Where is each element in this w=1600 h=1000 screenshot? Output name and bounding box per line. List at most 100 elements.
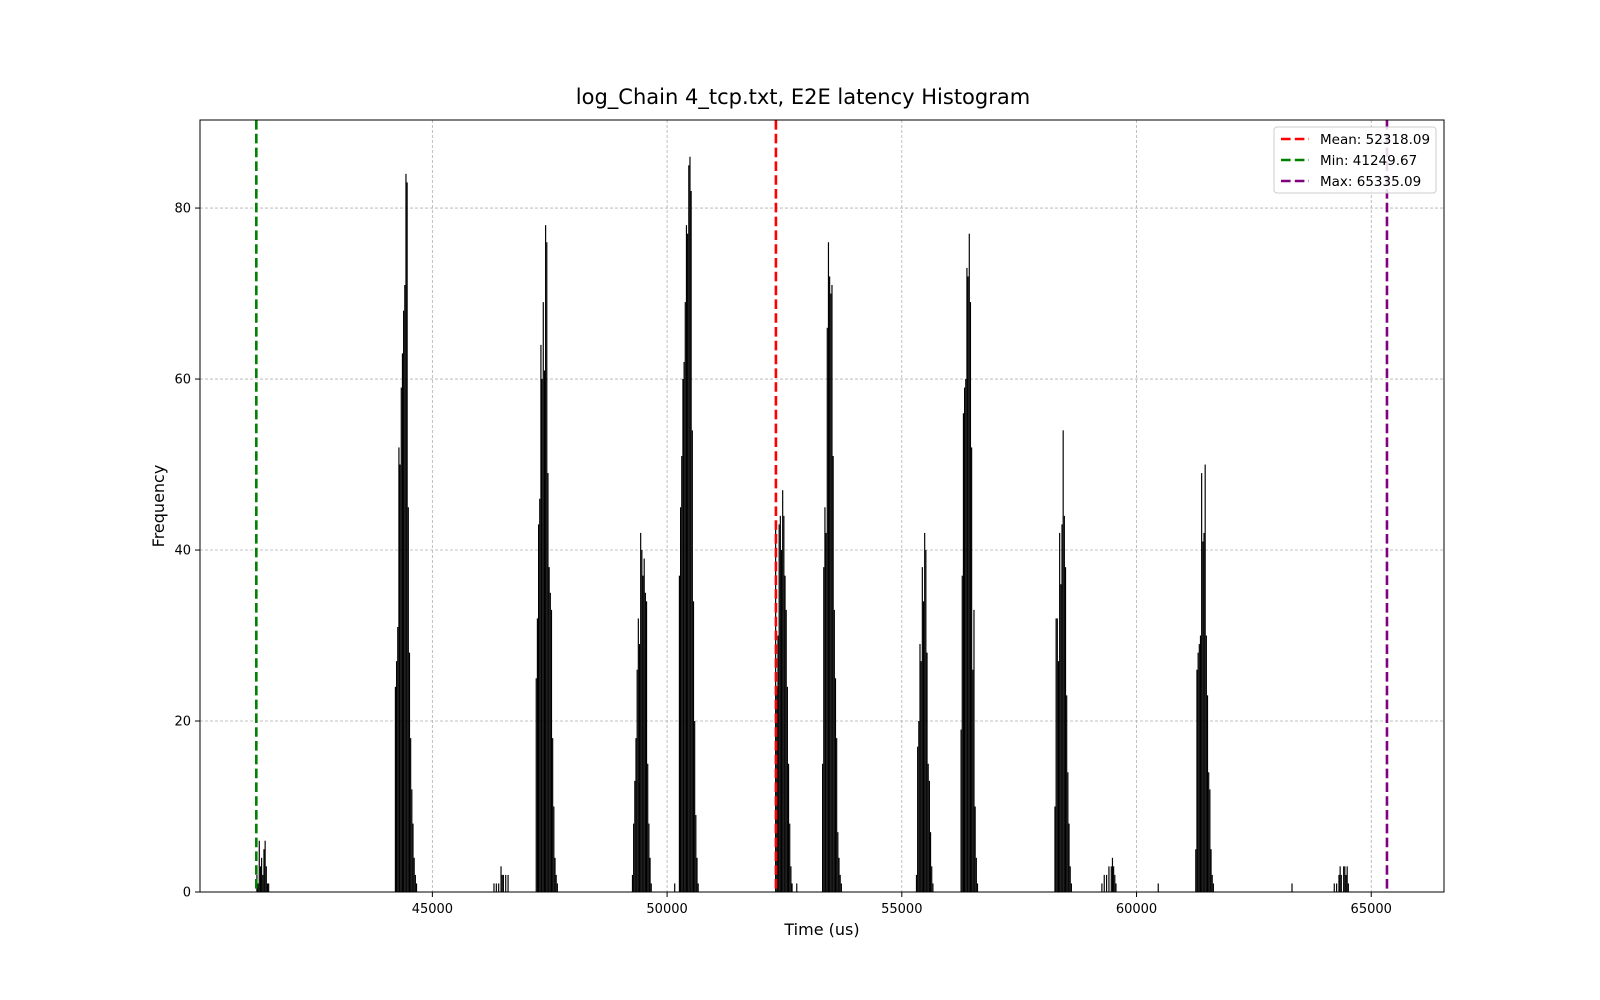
y-axis-label: Frequency	[149, 465, 168, 548]
histogram-bar	[633, 823, 635, 892]
histogram-bar	[405, 173, 407, 892]
reference-lines	[255, 120, 1389, 892]
plot-area	[199, 119, 1445, 893]
histogram-bar	[929, 832, 932, 892]
histogram-bar	[678, 575, 680, 892]
histogram-bar	[394, 686, 396, 892]
histogram-bar	[968, 233, 970, 892]
histogram-bar	[636, 669, 638, 892]
histogram-bar	[787, 763, 790, 892]
histogram-bar	[265, 866, 267, 892]
histogram-bar	[1343, 866, 1345, 892]
histogram-bar	[924, 532, 926, 892]
histogram-bar	[1345, 874, 1347, 892]
histogram-bar	[647, 763, 649, 892]
histogram-bar	[643, 558, 645, 892]
histogram-bar	[536, 618, 538, 892]
histogram-bar	[689, 156, 691, 892]
histogram-bar	[1063, 515, 1065, 892]
histogram-bar	[780, 550, 783, 892]
histogram-bar	[1212, 883, 1214, 892]
histogram-bar	[505, 874, 507, 892]
histogram-bar	[684, 302, 686, 892]
histogram-bar	[1336, 883, 1338, 892]
histogram-bar	[261, 857, 263, 892]
histogram-bar	[1067, 772, 1069, 892]
histogram-bar	[395, 661, 398, 892]
histogram-bar	[642, 575, 644, 892]
histogram-bar	[832, 455, 834, 892]
histogram-bar	[412, 823, 414, 892]
histogram-bar	[1344, 866, 1346, 892]
histogram-bar	[634, 780, 636, 892]
histogram-bar	[403, 310, 405, 893]
histogram-bar	[545, 225, 547, 893]
histogram-bar	[976, 883, 979, 892]
histogram-bar	[1202, 541, 1204, 892]
histogram-bar	[264, 840, 266, 892]
histogram-bar	[837, 832, 839, 892]
histogram-bar	[969, 302, 972, 892]
histogram-bar	[541, 379, 543, 892]
histogram-bar	[537, 524, 540, 892]
histogram-bar	[1055, 618, 1057, 892]
histogram-bar	[1339, 866, 1341, 892]
histogram-bar	[1195, 849, 1197, 892]
histogram-bar	[791, 883, 793, 892]
histogram-bar	[691, 430, 693, 892]
histogram-bar	[411, 789, 413, 892]
histogram-bar	[967, 276, 969, 893]
histogram-bar	[413, 857, 415, 892]
histogram-bar	[650, 883, 652, 892]
histogram-bar	[547, 473, 549, 892]
histogram-bar	[648, 823, 650, 892]
histogram-bar	[546, 242, 548, 892]
histogram-bar	[645, 601, 648, 892]
histogram-bar	[789, 823, 791, 892]
histogram-bar	[681, 455, 683, 892]
histogram-bar	[1198, 644, 1200, 892]
histogram-bar	[836, 738, 838, 892]
histogram-bar	[682, 379, 684, 892]
histogram-bar	[822, 763, 824, 892]
histogram-bar	[1203, 532, 1205, 892]
histogram-bar	[502, 874, 504, 892]
histogram-bar	[674, 883, 676, 892]
legend-label: Mean: 52318.09	[1320, 132, 1430, 148]
histogram-bar	[550, 609, 553, 892]
histogram-bar	[777, 635, 779, 892]
histogram-bar	[696, 857, 698, 892]
histogram-bar	[556, 883, 558, 892]
histogram-bar	[695, 815, 697, 892]
histogram-bar	[785, 609, 787, 892]
histogram-bar	[410, 738, 412, 892]
histogram-bar	[790, 866, 792, 892]
histogram-bar	[917, 746, 919, 892]
histogram-bar	[833, 609, 835, 892]
histogram-bar	[685, 225, 688, 893]
histogram-bar	[1197, 652, 1199, 892]
histogram-bar	[268, 883, 270, 892]
legend-label: Max: 65335.09	[1320, 174, 1421, 190]
histogram-bar	[840, 883, 842, 892]
legend-box	[1273, 126, 1437, 194]
histogram-bar	[535, 678, 537, 892]
y-tick-label: 60	[174, 373, 191, 388]
histogram-bar	[500, 866, 502, 892]
histogram-bar	[1060, 584, 1062, 892]
histogram-bar	[398, 447, 400, 892]
histogram-bar	[694, 721, 696, 892]
x-tick-label: 50000	[646, 902, 687, 917]
histogram-bar	[1111, 857, 1114, 892]
histogram-bar	[1204, 464, 1206, 892]
histogram-bar	[549, 592, 551, 892]
histogram-bar	[688, 165, 690, 893]
histogram-bar	[687, 233, 689, 892]
histogram-bar	[1291, 883, 1293, 892]
histogram-bar	[964, 387, 966, 892]
bars	[256, 156, 1349, 893]
histogram-bar	[1064, 567, 1067, 892]
histogram-bar	[408, 652, 411, 892]
histogram-bar	[548, 567, 550, 892]
